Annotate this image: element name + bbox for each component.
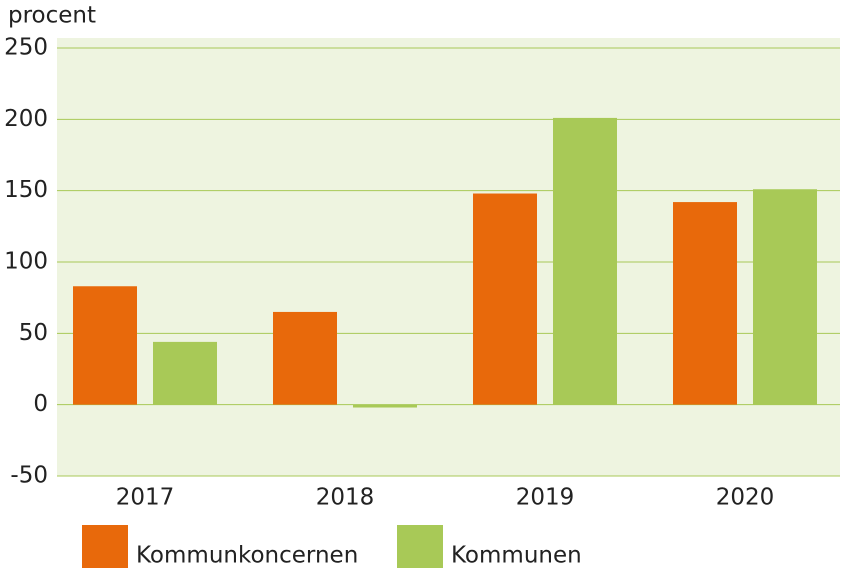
bar	[673, 202, 737, 405]
y-tick-label: -50	[10, 463, 48, 489]
y-axis-label: procent	[8, 3, 96, 29]
x-tick-label: 2020	[716, 485, 775, 511]
y-tick-label: 200	[4, 106, 48, 132]
y-tick-label: 50	[19, 320, 48, 346]
legend-swatch	[397, 525, 443, 568]
y-tick-label: 0	[33, 391, 48, 417]
legend-label: Kommunen	[451, 543, 582, 568]
y-tick-label: 150	[4, 177, 48, 203]
bar	[753, 189, 817, 405]
legend-label: Kommunkoncernen	[136, 543, 358, 568]
y-tick-label: 100	[4, 249, 48, 275]
bar	[73, 286, 137, 405]
x-tick-label: 2017	[116, 485, 175, 511]
bar	[553, 117, 617, 405]
bar	[353, 404, 417, 408]
bar	[273, 311, 337, 405]
y-tick-label: 250	[4, 35, 48, 61]
x-tick-label: 2018	[316, 485, 375, 511]
legend-swatch	[82, 525, 128, 568]
bar	[153, 341, 217, 405]
bar	[473, 193, 537, 405]
x-tick-label: 2019	[516, 485, 575, 511]
